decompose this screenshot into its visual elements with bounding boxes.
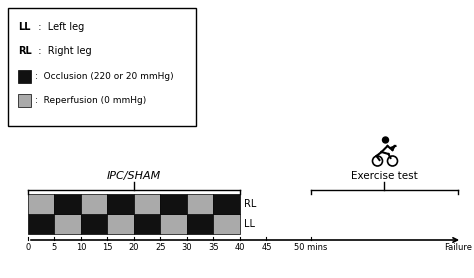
Bar <box>134 194 161 214</box>
Bar <box>28 194 55 214</box>
Text: LL: LL <box>18 22 30 32</box>
Bar <box>134 214 161 234</box>
Bar <box>55 214 81 234</box>
Bar <box>187 194 213 214</box>
Text: :  Occlusion (220 or 20 mmHg): : Occlusion (220 or 20 mmHg) <box>35 72 173 81</box>
Bar <box>161 214 187 234</box>
Text: 0: 0 <box>26 243 31 252</box>
Bar <box>81 194 108 214</box>
Text: 20: 20 <box>129 243 139 252</box>
Text: 10: 10 <box>76 243 86 252</box>
Bar <box>161 194 187 214</box>
Bar <box>8 8 196 126</box>
Bar <box>18 94 31 107</box>
Bar <box>213 194 240 214</box>
Text: 40: 40 <box>235 243 245 252</box>
Text: :  Right leg: : Right leg <box>32 46 91 56</box>
Text: IPC/SHAM: IPC/SHAM <box>107 171 161 181</box>
Text: Exercise test: Exercise test <box>351 171 418 181</box>
Text: :  Reperfusion (0 mmHg): : Reperfusion (0 mmHg) <box>35 96 146 105</box>
Circle shape <box>383 137 389 143</box>
Bar <box>81 214 108 234</box>
Bar <box>18 70 31 83</box>
Bar <box>108 214 134 234</box>
Text: 5: 5 <box>52 243 57 252</box>
Text: 25: 25 <box>155 243 166 252</box>
Bar <box>28 214 55 234</box>
Text: 30: 30 <box>182 243 192 252</box>
Text: Failure: Failure <box>444 243 472 252</box>
Text: 35: 35 <box>208 243 219 252</box>
Bar <box>213 214 240 234</box>
Text: 15: 15 <box>102 243 113 252</box>
Text: :  Left leg: : Left leg <box>32 22 84 32</box>
Text: LL: LL <box>244 219 255 229</box>
Text: 45: 45 <box>261 243 272 252</box>
Text: RL: RL <box>18 46 32 56</box>
Text: RL: RL <box>244 199 256 209</box>
Bar <box>187 214 213 234</box>
Bar <box>108 194 134 214</box>
Text: 50 mins: 50 mins <box>294 243 328 252</box>
Bar <box>55 194 81 214</box>
